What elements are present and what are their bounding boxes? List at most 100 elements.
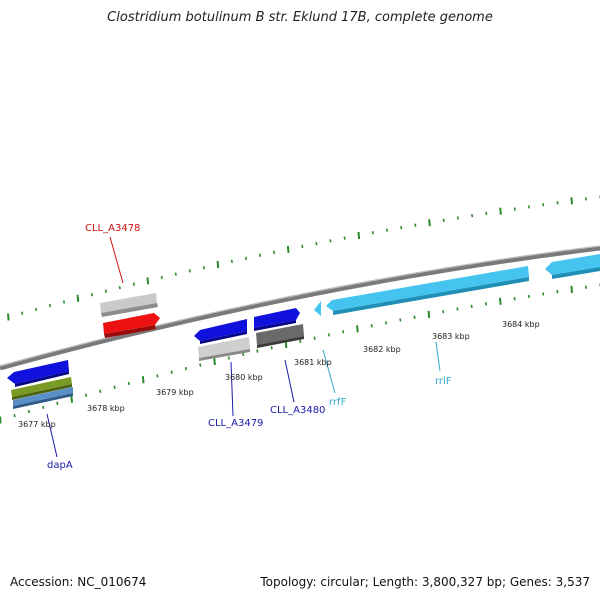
gene-cll-a3478-gray[interactable] xyxy=(100,293,158,317)
outer-tick-mark xyxy=(485,211,488,216)
inner-tick-mark xyxy=(184,366,188,371)
inner-tick-mark xyxy=(227,356,230,360)
outer-tick-mark xyxy=(357,231,361,240)
kbp-label-3680: 3680 kbp xyxy=(225,373,263,382)
inner-tick-mark xyxy=(442,310,445,314)
inner-tick-mark xyxy=(0,416,2,424)
outer-tick-mark xyxy=(174,272,177,276)
leader-cll-a3478 xyxy=(109,236,124,284)
gene-rrff[interactable] xyxy=(314,301,321,316)
outer-tick-mark xyxy=(90,293,93,297)
leader-cll-a3480 xyxy=(284,359,295,403)
gene-cll-a3480[interactable] xyxy=(254,308,300,331)
inner-tick-mark xyxy=(113,385,116,389)
outer-tick-mark xyxy=(343,236,346,240)
outer-tick-mark xyxy=(49,303,52,308)
outer-tick-mark xyxy=(527,205,531,209)
inner-tick-mark xyxy=(584,285,588,289)
inner-tick-mark xyxy=(156,374,159,378)
outer-tick-mark xyxy=(160,275,163,280)
kbp-label-3681: 3681 kbp xyxy=(294,358,332,367)
inner-tick-mark xyxy=(556,290,559,294)
inner-tick-mark xyxy=(56,401,59,405)
inner-tick-ring xyxy=(0,283,600,424)
inner-tick-mark xyxy=(384,321,388,325)
inner-tick-mark xyxy=(127,381,130,386)
gene-cll-a3479[interactable] xyxy=(194,319,247,344)
inner-tick-mark xyxy=(427,310,431,318)
outer-tick-mark xyxy=(385,228,389,232)
inner-tick-mark xyxy=(327,333,330,337)
outer-tick-mark xyxy=(35,307,38,312)
leader-dapa xyxy=(46,413,58,458)
outer-tick-ring xyxy=(7,195,600,321)
outer-tick-mark xyxy=(118,286,121,290)
inner-tick-mark xyxy=(356,325,359,333)
outer-tick-mark xyxy=(273,250,276,254)
inner-tick-mark xyxy=(542,292,545,296)
outer-tick-mark xyxy=(132,282,135,286)
gene-cll-a3480-gray[interactable] xyxy=(256,324,304,348)
kbp-label-3679: 3679 kbp xyxy=(156,388,194,397)
outer-tick-mark xyxy=(315,242,318,246)
outer-tick-mark xyxy=(329,239,332,243)
gene-cll-a3478[interactable] xyxy=(103,313,160,338)
outer-tick-mark xyxy=(442,218,445,222)
inner-tick-mark xyxy=(527,294,530,299)
inner-tick-mark xyxy=(27,409,30,414)
inner-tick-mark xyxy=(313,336,316,340)
outer-tick-mark xyxy=(301,244,304,249)
gene-label-dapa: dapA xyxy=(47,460,73,471)
inner-tick-mark xyxy=(270,346,273,350)
gene-dapa-olive[interactable] xyxy=(11,377,72,400)
gene-label-cll-a3480: CLL_A3480 xyxy=(270,405,325,416)
outer-tick-mark xyxy=(62,300,66,304)
gene-rrlf[interactable] xyxy=(326,266,529,315)
leader-rrlf xyxy=(435,341,441,372)
outer-tick-mark xyxy=(286,245,290,253)
kbp-label-3677: 3677 kbp xyxy=(18,420,56,429)
outer-tick-mark xyxy=(188,269,191,273)
outer-tick-mark xyxy=(456,216,459,220)
outer-tick-mark xyxy=(471,213,474,218)
gene-dapa-blue[interactable] xyxy=(7,360,69,387)
gene-label-cll-a3479: CLL_A3479 xyxy=(208,418,263,429)
inner-tick-mark xyxy=(199,363,202,367)
outer-tick-mark xyxy=(259,253,262,257)
inner-tick-mark xyxy=(170,370,173,374)
gene-cll-a3479-gray[interactable] xyxy=(198,337,250,361)
leader-cll-a3479 xyxy=(230,361,234,417)
inner-tick-mark xyxy=(213,357,216,366)
inner-tick-mark xyxy=(342,330,345,334)
inner-tick-mark xyxy=(242,352,245,357)
outer-tick-mark xyxy=(584,197,588,201)
outer-tick-mark xyxy=(513,207,516,211)
outer-tick-mark xyxy=(414,223,417,227)
genome-summary-text: Topology: circular; Length: 3,800,327 bp… xyxy=(260,575,590,589)
accession-text: Accession: NC_010674 xyxy=(10,575,147,589)
inner-tick-mark xyxy=(470,304,473,309)
outer-tick-mark xyxy=(230,259,233,264)
inner-tick-mark xyxy=(42,405,45,410)
outer-tick-mark xyxy=(21,311,24,315)
outer-tick-mark xyxy=(216,260,220,269)
inner-tick-mark xyxy=(570,285,573,293)
gene-label-rrlf: rrlF xyxy=(435,376,452,387)
outer-tick-mark xyxy=(244,256,248,260)
map-title: Clostridium botulinum B str. Eklund 17B,… xyxy=(107,10,493,25)
outer-tick-mark xyxy=(76,294,80,302)
inner-tick-mark xyxy=(13,414,16,418)
outer-tick-mark xyxy=(104,289,107,293)
gene-label-rrff: rrfF xyxy=(329,397,347,408)
outer-tick-mark xyxy=(542,203,545,207)
leader-rrff xyxy=(322,349,336,394)
kbp-label-3683: 3683 kbp xyxy=(432,332,470,341)
outer-tick-mark xyxy=(400,226,403,230)
outer-tick-mark xyxy=(499,207,502,215)
inner-tick-mark xyxy=(141,376,145,384)
gene-dapa-steel[interactable] xyxy=(13,387,73,409)
inner-tick-mark xyxy=(513,297,516,301)
gene-right-edge[interactable] xyxy=(545,254,600,279)
inner-tick-mark xyxy=(499,297,502,305)
